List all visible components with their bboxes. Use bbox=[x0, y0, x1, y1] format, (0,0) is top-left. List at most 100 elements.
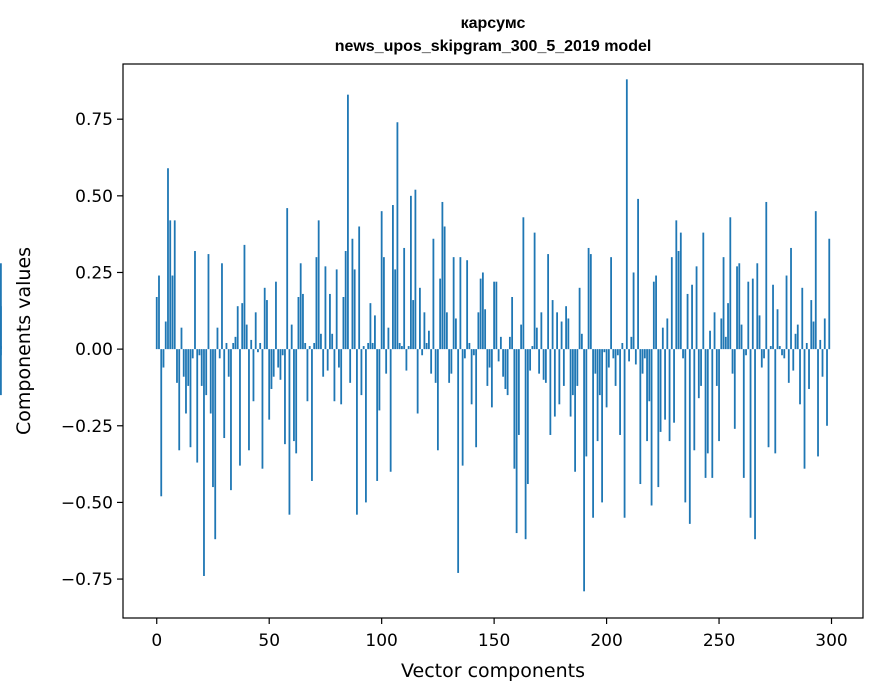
bar-undefined bbox=[0, 346, 2, 350]
bar-182 bbox=[565, 306, 567, 350]
bar-201 bbox=[607, 349, 610, 368]
bar-136 bbox=[461, 349, 464, 466]
bar-81 bbox=[338, 349, 340, 368]
bar-291 bbox=[810, 300, 813, 350]
bar-187 bbox=[576, 349, 579, 386]
bar-125 bbox=[436, 349, 439, 451]
bar-249 bbox=[715, 349, 718, 386]
bar-277 bbox=[778, 346, 781, 350]
bar-174 bbox=[547, 254, 550, 350]
bar-225 bbox=[661, 327, 664, 350]
bar-155 bbox=[504, 349, 507, 389]
bar-147 bbox=[486, 349, 489, 386]
bar-224 bbox=[659, 349, 662, 432]
bar-16 bbox=[191, 349, 194, 359]
bar-103 bbox=[387, 327, 390, 350]
bar-232 bbox=[677, 251, 680, 350]
bar-117 bbox=[419, 287, 421, 350]
bar-268 bbox=[758, 315, 761, 350]
bar-5 bbox=[167, 168, 169, 350]
bar-107 bbox=[396, 122, 399, 350]
bar-26 bbox=[214, 349, 217, 540]
bar-77 bbox=[329, 293, 331, 350]
bar-88 bbox=[353, 269, 356, 350]
bar-102 bbox=[385, 349, 388, 374]
bar-91 bbox=[360, 349, 363, 396]
bar-242 bbox=[700, 349, 702, 386]
bar-275 bbox=[774, 349, 777, 454]
bar-7 bbox=[171, 275, 174, 350]
bar-261 bbox=[742, 349, 745, 478]
bar-296 bbox=[821, 349, 824, 377]
bar-207 bbox=[621, 342, 624, 350]
bar-87 bbox=[351, 238, 354, 350]
x-tick-label: 100 bbox=[365, 631, 397, 651]
bar-48 bbox=[263, 287, 266, 350]
bar-245 bbox=[706, 349, 709, 454]
bar-49 bbox=[266, 300, 268, 350]
bar-137 bbox=[463, 349, 466, 359]
bar-21 bbox=[203, 349, 205, 576]
bar-212 bbox=[632, 272, 635, 350]
bar-154 bbox=[502, 349, 505, 377]
bar-241 bbox=[697, 349, 700, 399]
bar-45 bbox=[257, 349, 259, 353]
bar-233 bbox=[679, 232, 682, 350]
bar-42 bbox=[250, 339, 253, 350]
bar-161 bbox=[517, 349, 520, 435]
x-tick-label: 50 bbox=[258, 631, 280, 651]
bar-108 bbox=[398, 342, 401, 350]
bar-41 bbox=[248, 349, 250, 451]
bar-222 bbox=[655, 275, 657, 350]
bar-132 bbox=[452, 257, 455, 350]
bar-31 bbox=[225, 342, 228, 350]
bar-183 bbox=[567, 318, 570, 350]
bar-94 bbox=[367, 342, 370, 350]
bar-undefined bbox=[0, 349, 2, 356]
bar-239 bbox=[693, 349, 696, 451]
bar-70 bbox=[313, 342, 316, 350]
bar-246 bbox=[709, 330, 711, 350]
y-tick-label: 0.25 bbox=[75, 263, 113, 283]
bar-255 bbox=[729, 217, 732, 350]
bar-280 bbox=[785, 275, 788, 350]
bar-273 bbox=[769, 346, 772, 350]
bar-251 bbox=[720, 318, 723, 350]
bar-113 bbox=[410, 195, 412, 350]
bar-231 bbox=[675, 220, 678, 350]
bar-43 bbox=[252, 349, 255, 402]
bar-12 bbox=[182, 349, 185, 377]
bar-230 bbox=[673, 349, 675, 423]
bar-293 bbox=[814, 211, 817, 350]
bar-17 bbox=[194, 251, 196, 350]
bar-66 bbox=[304, 342, 307, 350]
bar-257 bbox=[733, 349, 736, 429]
bar-159 bbox=[513, 349, 516, 469]
bar-253 bbox=[724, 336, 727, 350]
bar-143 bbox=[477, 312, 480, 350]
bar-58 bbox=[286, 208, 289, 350]
bar-124 bbox=[434, 349, 437, 383]
bar-160 bbox=[515, 349, 518, 534]
bar-55 bbox=[279, 349, 282, 380]
bar-35 bbox=[234, 336, 237, 350]
x-tick-label: 0 bbox=[151, 631, 162, 651]
bar-188 bbox=[578, 287, 581, 350]
bar-211 bbox=[630, 336, 633, 350]
bar-289 bbox=[805, 342, 808, 350]
bar-53 bbox=[275, 281, 277, 350]
bar-undefined bbox=[0, 349, 2, 396]
bar-162 bbox=[520, 324, 523, 350]
bar-62 bbox=[295, 349, 298, 454]
bar-197 bbox=[598, 349, 601, 396]
bar-248 bbox=[713, 312, 716, 350]
bar-292 bbox=[812, 321, 815, 350]
bar-219 bbox=[648, 349, 651, 402]
bar-110 bbox=[403, 247, 406, 350]
bar-282 bbox=[790, 247, 792, 350]
bar-260 bbox=[740, 324, 743, 350]
bar-22 bbox=[205, 349, 208, 396]
bar-237 bbox=[688, 349, 691, 524]
bar-164 bbox=[524, 349, 527, 540]
chart-title-line-2: news_upos_skipgram_300_5_2019 model bbox=[335, 38, 652, 55]
